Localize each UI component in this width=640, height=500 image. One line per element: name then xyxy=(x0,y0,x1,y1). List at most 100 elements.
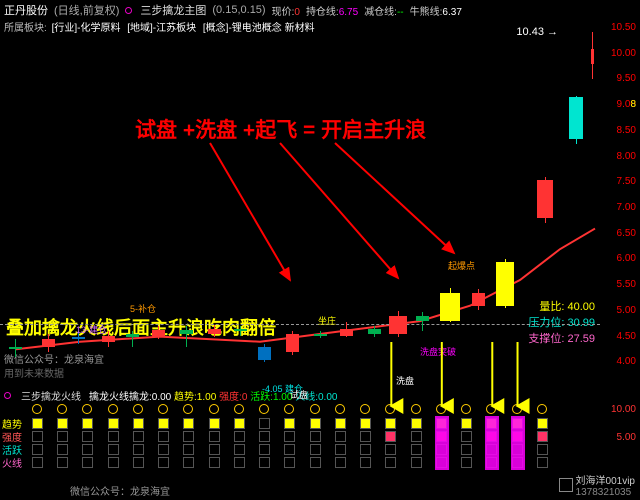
circle-marker xyxy=(259,404,269,414)
grid-cell xyxy=(158,431,169,442)
grid-cell xyxy=(57,418,68,429)
grid-cell xyxy=(360,457,371,468)
grid-cell xyxy=(360,431,371,442)
grid-cell xyxy=(158,457,169,468)
circle-marker xyxy=(486,404,496,414)
plot-area[interactable]: 试盘 +洗盘 +起飞 = 开启主升浪 叠加擒龙火线后面主升浪吃肉翻倍 量比: 4… xyxy=(0,28,600,388)
grid-cell xyxy=(284,431,295,442)
candle[interactable] xyxy=(42,28,55,388)
lbl-price: 现价: xyxy=(272,7,295,18)
grid-cell xyxy=(461,444,472,455)
grid-cell xyxy=(32,444,43,455)
grid-cell xyxy=(385,444,396,455)
last-price-label: 10.43 → xyxy=(516,26,558,38)
indicator-name[interactable]: 三步擒龙主图 xyxy=(140,2,206,18)
candle[interactable] xyxy=(208,28,221,388)
sub-kv: 擒龙火线擒龙:0.00 xyxy=(89,392,171,403)
grid-cell xyxy=(310,444,321,455)
circle-marker xyxy=(82,404,92,414)
grid-cell xyxy=(335,418,346,429)
grid-cell xyxy=(82,418,93,429)
grid-cell xyxy=(335,444,346,455)
grid-cell xyxy=(209,457,220,468)
candle[interactable]: 13-建仓 xyxy=(72,28,85,388)
candle[interactable] xyxy=(569,28,583,388)
grid-cell xyxy=(158,444,169,455)
highlight-col xyxy=(511,416,525,470)
grid-cell xyxy=(385,431,396,442)
watermark-name: 刘海洋001vip xyxy=(576,472,635,487)
circle-marker xyxy=(183,404,193,414)
circle-marker xyxy=(32,404,42,414)
grid-cell xyxy=(32,418,43,429)
main-chart[interactable]: 4.004.505.005.506.006.507.007.508.008.50… xyxy=(0,28,640,388)
candle[interactable]: 洗盘突破 xyxy=(416,28,429,388)
candle[interactable]: 洗盘 xyxy=(389,28,407,388)
candle[interactable]: 坐庄 xyxy=(314,28,327,388)
candle[interactable]: 试盘 xyxy=(286,28,299,388)
val-price: 0 xyxy=(294,7,300,18)
grid-cell xyxy=(335,457,346,468)
indicator-dot-icon xyxy=(125,7,132,14)
sub-dot-icon xyxy=(4,392,11,399)
grid-cell xyxy=(82,457,93,468)
circle-marker xyxy=(108,404,118,414)
grid-cell xyxy=(234,457,245,468)
grid-cell xyxy=(234,431,245,442)
grid-cell xyxy=(284,444,295,455)
lbl-bull: 牛熊线: xyxy=(410,7,443,18)
sub-grid xyxy=(28,406,600,462)
circle-marker xyxy=(385,404,395,414)
candle[interactable]: -4.05 建仓 xyxy=(258,28,271,388)
grid-cell xyxy=(108,457,119,468)
candle[interactable] xyxy=(496,28,514,388)
grid-cell xyxy=(284,457,295,468)
lbl-hold: 持仓线: xyxy=(306,7,339,18)
candle[interactable] xyxy=(180,28,193,388)
lbl-reduce: 减仓线: xyxy=(364,7,397,18)
grid-cell xyxy=(360,444,371,455)
grid-cell xyxy=(133,431,144,442)
sub-panel[interactable]: 10.005.00趋势强度活跃火线 xyxy=(0,402,640,480)
candle[interactable]: 起爆点 xyxy=(440,28,460,388)
grid-cell xyxy=(133,418,144,429)
grid-cell xyxy=(310,418,321,429)
circle-marker xyxy=(284,404,294,414)
val-bull: 6.37 xyxy=(442,7,461,18)
grid-cell xyxy=(259,457,270,468)
candle[interactable] xyxy=(340,28,353,388)
candle[interactable]: 5-补仓 xyxy=(126,28,139,388)
candle[interactable] xyxy=(102,28,115,388)
grid-cell xyxy=(284,418,295,429)
grid-cell xyxy=(108,444,119,455)
grid-cell xyxy=(209,431,220,442)
stock-name[interactable]: 正丹股份 xyxy=(4,2,48,18)
grid-cell xyxy=(32,457,43,468)
candle[interactable] xyxy=(9,28,22,388)
sub-indicator-name[interactable]: 三步擒龙火线 xyxy=(21,388,81,403)
grid-cell xyxy=(133,444,144,455)
candle[interactable] xyxy=(537,28,553,388)
grid-cell xyxy=(234,418,245,429)
candle[interactable] xyxy=(152,28,165,388)
circle-marker xyxy=(158,404,168,414)
candle[interactable] xyxy=(591,28,594,388)
grid-cell xyxy=(133,457,144,468)
y-axis: 4.004.505.005.506.006.507.007.508.008.50… xyxy=(600,28,640,388)
chart-header: 正丹股份 (日线,前复权) 三步擒龙主图 (0.15,0.15) 现价:0 持仓… xyxy=(0,0,640,28)
grid-cell xyxy=(360,418,371,429)
grid-cell xyxy=(335,431,346,442)
grid-cell xyxy=(385,418,396,429)
candle[interactable] xyxy=(234,28,247,388)
grid-cell xyxy=(310,457,321,468)
grid-cell xyxy=(310,431,321,442)
grid-cell xyxy=(385,457,396,468)
circle-marker xyxy=(335,404,345,414)
candle[interactable] xyxy=(472,28,485,388)
circle-marker xyxy=(512,404,522,414)
grid-cell xyxy=(234,444,245,455)
sub-indicator-header: 三步擒龙火线 擒龙火线擒龙:0.00 趋势:1.00 强度:0 活跃:1.00 … xyxy=(0,388,640,402)
grid-cell xyxy=(537,418,548,429)
candle[interactable] xyxy=(368,28,381,388)
grid-cell xyxy=(537,444,548,455)
